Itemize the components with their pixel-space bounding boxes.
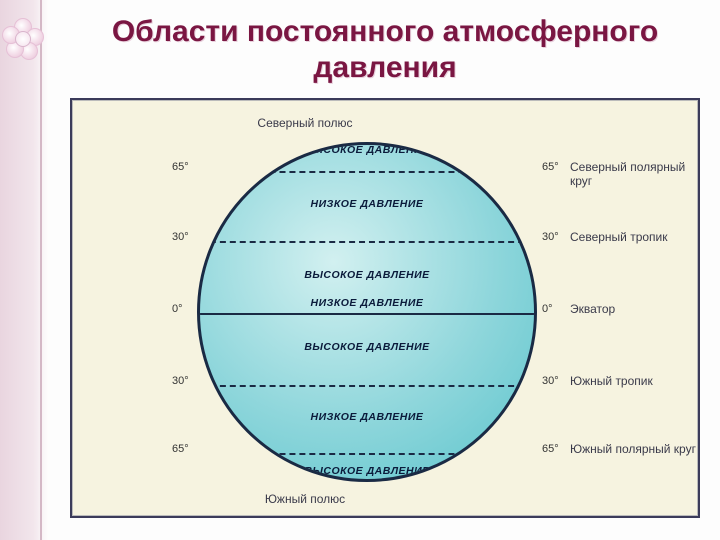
label-equator: Экватор (570, 302, 615, 316)
deg-left-65n: 65° (172, 161, 189, 173)
label-tropic-n: Северный тропик (570, 230, 668, 244)
deg-left-30n: 30° (172, 231, 189, 243)
deg-right-0: 0° (542, 303, 553, 315)
lat-65n (200, 171, 534, 173)
lat-30n (200, 241, 534, 243)
deg-left-65s: 65° (172, 443, 189, 455)
label-tropic-s: Южный тропик (570, 374, 653, 388)
deg-right-30s: 30° (542, 375, 559, 387)
label-arctic: Северный полярный круг (570, 160, 698, 188)
lat-30s (200, 385, 534, 387)
left-ornament (0, 0, 48, 540)
zone-65n: ВЫСОКОЕ ДАВЛЕНИЕ (200, 144, 534, 156)
deg-right-30n: 30° (542, 231, 559, 243)
zone-0-30s: ВЫСОКОЕ ДАВЛЕНИЕ (200, 341, 534, 353)
page-title: Области постоянного атмосферного давлени… (60, 14, 710, 86)
zone-30-65n: НИЗКОЕ ДАВЛЕНИЕ (200, 198, 534, 210)
zone-65s: ВЫСОКОЕ ДАВЛЕНИЕ (200, 465, 534, 477)
lat-equator (200, 313, 534, 315)
flower-icon (2, 18, 44, 60)
zone-0-30n: ВЫСОКОЕ ДАВЛЕНИЕ (200, 269, 534, 281)
zone-eq-n: НИЗКОЕ ДАВЛЕНИЕ (200, 297, 534, 309)
south-pole-label: Южный полюс (72, 492, 538, 506)
deg-right-65s: 65° (542, 443, 559, 455)
deg-left-30s: 30° (172, 375, 189, 387)
diagram-frame: Северный полюс ВЫСОКОЕ ДАВЛЕНИЕ НИЗКОЕ Д… (70, 98, 700, 518)
zone-30-65s: НИЗКОЕ ДАВЛЕНИЕ (200, 411, 534, 423)
north-pole-label: Северный полюс (72, 116, 538, 130)
deg-right-65n: 65° (542, 161, 559, 173)
lat-65s (200, 453, 534, 455)
deg-left-0: 0° (172, 303, 183, 315)
globe: ВЫСОКОЕ ДАВЛЕНИЕ НИЗКОЕ ДАВЛЕНИЕ ВЫСОКОЕ… (197, 142, 537, 482)
label-antarctic: Южный полярный круг (570, 442, 696, 456)
